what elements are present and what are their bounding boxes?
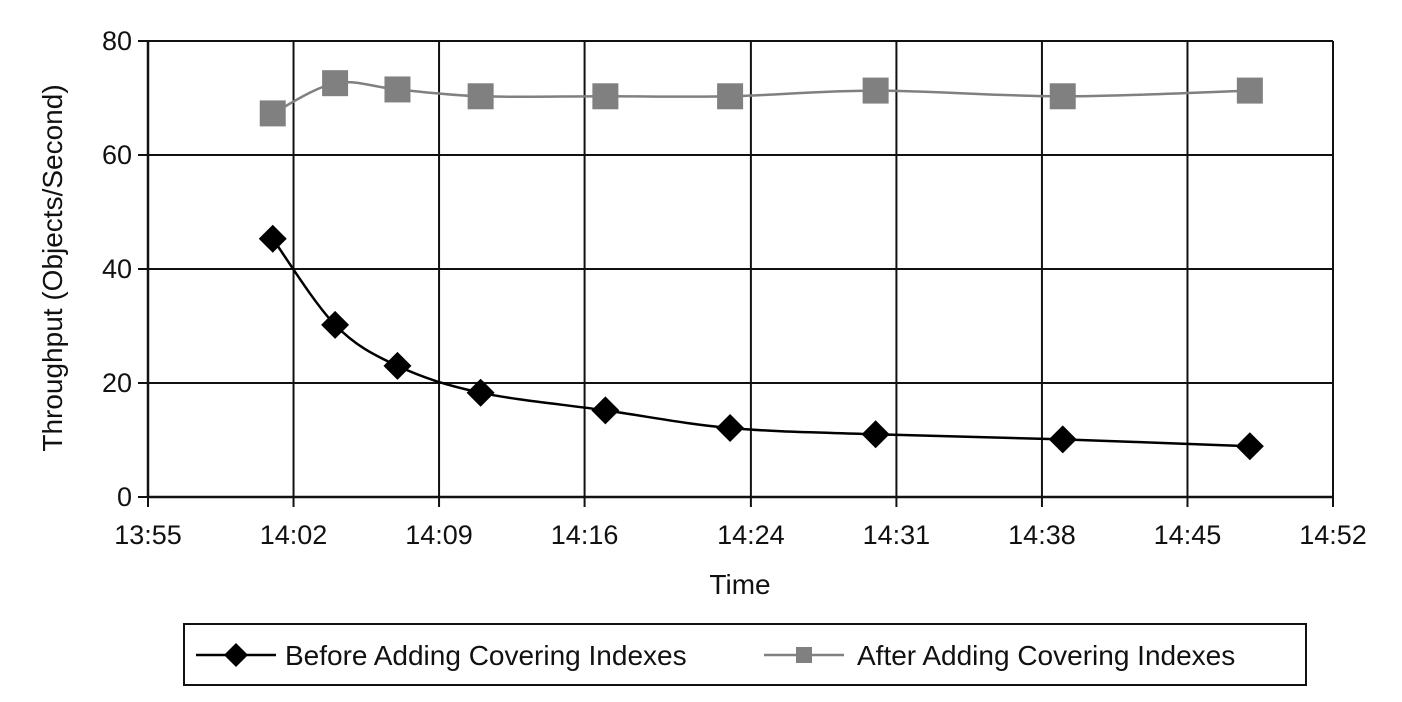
legend-label-after: After Adding Covering Indexes — [857, 640, 1235, 671]
data-point-diamond — [258, 224, 287, 253]
data-point-square — [592, 83, 619, 110]
y-tick-label: 0 — [117, 482, 132, 512]
data-point-diamond — [861, 420, 890, 449]
series-line — [271, 238, 1250, 448]
x-tick-label: 14:02 — [260, 520, 328, 550]
data-point-diamond — [466, 378, 495, 407]
x-axis-title: Time — [709, 569, 770, 600]
x-tick-label: 14:52 — [1299, 520, 1367, 550]
data-point-square — [862, 77, 889, 104]
y-axis-title: Throughput (Objects/Second) — [37, 84, 68, 451]
data-point-square — [717, 83, 744, 110]
data-point-square — [467, 83, 494, 110]
data-point-diamond — [321, 310, 350, 339]
legend-item-before: Before Adding Covering Indexes — [196, 640, 687, 671]
legend-label-before: Before Adding Covering Indexes — [285, 640, 687, 671]
data-point-square — [1236, 77, 1263, 104]
series-after — [259, 70, 1263, 127]
data-point-diamond — [1235, 432, 1264, 461]
x-tick-label: 14:16 — [551, 520, 619, 550]
data-point-diamond — [383, 351, 412, 380]
legend-diamond-marker — [224, 643, 248, 667]
series-before — [258, 224, 1264, 461]
y-axis-ticks: 0 20 40 60 80 — [102, 26, 148, 512]
legend-square-marker — [796, 647, 812, 663]
data-point-square — [322, 70, 349, 97]
data-point-diamond — [716, 414, 745, 443]
legend: Before Adding Covering Indexes After Add… — [183, 623, 1307, 686]
y-tick-label: 20 — [102, 368, 132, 398]
series-line — [272, 80, 1250, 115]
series-layer — [258, 70, 1264, 461]
data-point-square — [384, 76, 411, 103]
y-tick-label: 80 — [102, 26, 132, 56]
x-tick-label: 14:31 — [863, 520, 931, 550]
data-point-diamond — [1048, 425, 1077, 454]
y-tick-label: 40 — [102, 254, 132, 284]
x-tick-label: 14:38 — [1008, 520, 1076, 550]
legend-box — [183, 623, 1307, 686]
data-point-square — [1049, 83, 1076, 110]
data-point-square — [259, 100, 286, 127]
data-point-diamond — [591, 396, 620, 425]
y-tick-label: 60 — [102, 140, 132, 170]
legend-item-after: After Adding Covering Indexes — [764, 640, 1235, 671]
x-tick-label: 14:24 — [717, 520, 785, 550]
x-tick-label: 14:45 — [1154, 520, 1222, 550]
grid-lines — [146, 40, 1334, 499]
x-tick-label: 14:09 — [405, 520, 473, 550]
x-axis-ticks: 13:55 14:02 14:09 14:16 14:24 14:31 14:38 14:45… — [114, 497, 1367, 550]
x-tick-label: 13:55 — [114, 520, 182, 550]
